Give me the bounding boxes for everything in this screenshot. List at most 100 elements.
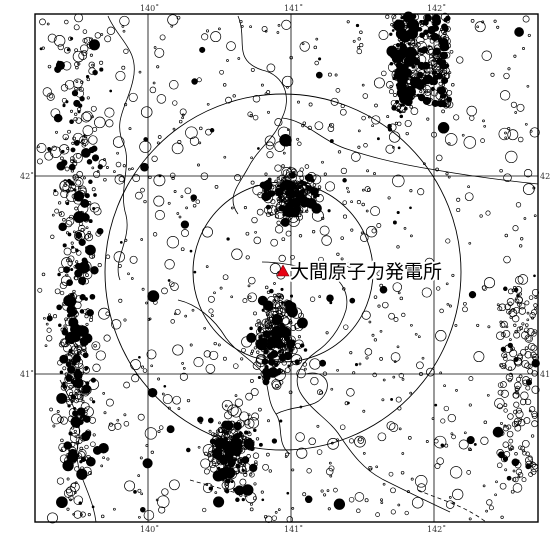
epicenter-circle <box>357 129 361 133</box>
epicenter-circle <box>88 146 95 154</box>
epicenter-circle <box>245 231 250 236</box>
epicenter-circle <box>404 510 409 516</box>
epicenter-circle <box>314 121 324 131</box>
epicenter-circle <box>503 403 508 407</box>
epicenter-circle <box>520 237 524 241</box>
epicenter-circle <box>102 392 106 395</box>
epicenter-circle <box>250 180 255 185</box>
epicenter-circle <box>70 323 82 335</box>
epicenter-circle <box>85 322 89 326</box>
epicenter-circle <box>285 216 291 221</box>
epicenter-circle <box>346 261 353 268</box>
epicenter-circle <box>386 421 396 431</box>
epicenter-circle <box>437 86 447 95</box>
epicenter-circle <box>243 206 247 210</box>
epicenter-circle <box>64 331 77 344</box>
epicenter-circle <box>509 349 518 358</box>
epicenter-circle <box>114 422 122 430</box>
epicenter-circle <box>329 301 333 305</box>
epicenter-circle <box>63 266 71 274</box>
epicenter-circle <box>267 310 279 323</box>
epicenter-circle <box>288 183 293 187</box>
epicenter-circle <box>145 301 148 305</box>
epicenter-circle <box>157 429 161 434</box>
epicenter-circle <box>506 475 512 481</box>
epicenter-circle <box>197 416 204 423</box>
epicenter-circle <box>306 468 312 474</box>
epicenter-circle <box>420 82 425 87</box>
epicenter-circle <box>266 290 271 294</box>
epicenter-circle <box>311 203 322 214</box>
epicenter-circle <box>497 389 504 396</box>
epicenter-circle <box>153 46 157 49</box>
epicenter-circle <box>335 88 341 93</box>
epicenter-circle <box>382 301 389 309</box>
epicenter-circle <box>275 338 282 346</box>
epicenter-circle <box>468 291 477 299</box>
epicenter-circle <box>66 189 79 203</box>
epicenter-circle <box>124 103 128 107</box>
epicenter-circle <box>510 346 515 352</box>
epicenter-circle <box>79 446 84 451</box>
epicenter-circle <box>385 144 395 154</box>
epicenter-circle <box>84 36 93 45</box>
epicenter-circle <box>309 296 316 302</box>
lon-tick-top-142: 142˚ <box>427 4 446 13</box>
epicenter-circle <box>88 135 98 145</box>
epicenter-circle <box>276 203 282 209</box>
epicenter-circle <box>342 287 346 291</box>
epicenter-circle <box>253 482 257 486</box>
epicenter-circle <box>77 103 83 108</box>
epicenter-circle <box>265 204 271 210</box>
epicenter-circle <box>279 134 292 147</box>
epicenter-circle <box>138 70 142 74</box>
epicenter-circle <box>274 511 278 514</box>
epicenter-circle <box>178 119 183 124</box>
epicenter-circle <box>177 140 182 145</box>
epicenter-circle <box>84 314 89 319</box>
epicenter-circle <box>274 164 282 172</box>
epicenter-circle <box>346 186 349 190</box>
epicenter-circle <box>113 170 116 173</box>
epicenter-circle <box>170 319 175 324</box>
epicenter-circle <box>61 384 65 388</box>
epicenter-circle <box>92 433 96 437</box>
epicenter-circle <box>352 39 356 43</box>
epicenter-circle <box>91 187 96 192</box>
epicenter-circle <box>62 104 66 108</box>
epicenter-circle <box>255 437 260 441</box>
epicenter-circle <box>77 380 89 392</box>
epicenter-circle <box>69 119 74 125</box>
epicenter-circle <box>172 100 178 106</box>
epicenter-circle <box>44 151 54 161</box>
epicenter-circle <box>441 23 448 31</box>
epicenter-circle <box>41 272 46 277</box>
epicenter-circle <box>75 368 81 373</box>
epicenter-circle <box>193 357 204 368</box>
epicenter-circle <box>356 508 361 514</box>
epicenter-circle <box>250 156 253 160</box>
epicenter-circle <box>73 510 82 519</box>
epicenter-circle <box>242 298 248 304</box>
epicenter-circle <box>56 161 66 171</box>
epicenter-circle <box>393 49 405 61</box>
epicenter-circle <box>436 457 444 465</box>
epicenter-circle <box>361 188 365 192</box>
epicenter-circle <box>282 198 287 202</box>
epicenter-circle <box>54 288 61 295</box>
epicenter-circle <box>128 127 132 131</box>
epicenter-circle <box>251 349 255 353</box>
epicenter-circle <box>414 332 418 336</box>
epicenter-circle <box>395 42 401 48</box>
epicenter-circle <box>49 407 53 412</box>
epicenter-circle <box>509 338 512 341</box>
epicenter-circle <box>60 156 64 161</box>
lat-tick-left-42: 42˚ <box>20 172 34 181</box>
epicenter-circle <box>319 225 330 236</box>
epicenter-circle <box>285 336 289 340</box>
epicenter-circle <box>285 230 292 237</box>
epicenter-circle <box>448 304 452 308</box>
site-label-halo: 大間原子力発電所 <box>290 261 442 283</box>
epicenter-circle <box>508 438 514 444</box>
epicenter-circle <box>51 213 55 217</box>
